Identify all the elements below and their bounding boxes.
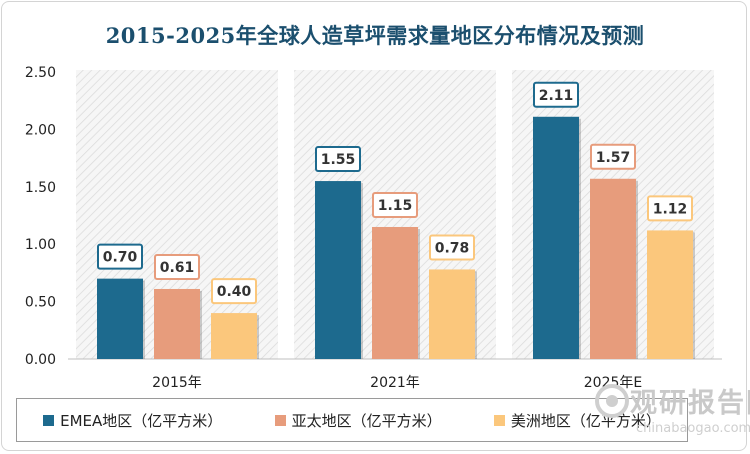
data-label-box	[429, 234, 475, 261]
data-label-box	[315, 146, 361, 173]
data-label-box	[154, 253, 200, 280]
bar	[211, 313, 257, 359]
legend-swatch-apac	[274, 414, 286, 426]
legend-label-apac: 亚太地区（亿平方米）	[291, 411, 442, 430]
legend-label-americas: 美洲地区（亿平方米）	[510, 411, 661, 430]
y-tick-label: 0.50	[25, 295, 56, 311]
legend: EMEA地区（亿平方米） 亚太地区（亿平方米） 美洲地区（亿平方米）	[16, 398, 688, 442]
x-tick-label: 2025年E	[584, 375, 642, 391]
chart-title: 2015-2025年全球人造草坪需求量地区分布情况及预测	[105, 23, 645, 48]
y-tick-label: 1.00	[25, 237, 56, 253]
bar	[372, 226, 418, 359]
legend-item-americas: 美洲地区（亿平方米）	[493, 410, 661, 431]
data-label: 1.12	[653, 201, 688, 217]
data-label-box	[211, 278, 257, 305]
data-label-box	[533, 81, 579, 108]
watermark: 观研报告网 chinabaogao.com	[592, 381, 750, 441]
bar	[97, 278, 143, 359]
data-label: 0.70	[103, 250, 138, 266]
legend-swatch-americas	[493, 414, 505, 426]
data-label-box	[647, 195, 693, 222]
legend-item-emea: EMEA地区（亿平方米）	[43, 410, 222, 431]
bar	[429, 269, 475, 359]
watermark-text: 观研报告网	[630, 388, 750, 419]
data-label: 0.61	[160, 260, 195, 276]
legend-item-apac: 亚太地区（亿平方米）	[274, 410, 442, 431]
data-label: 1.55	[321, 152, 356, 168]
y-tick-label: 1.50	[25, 180, 56, 196]
data-label-box	[372, 191, 418, 218]
bar	[533, 116, 579, 359]
data-label: 0.78	[435, 240, 470, 256]
data-label-box	[97, 243, 143, 270]
legend-label-emea: EMEA地区（亿平方米）	[60, 411, 223, 430]
x-tick-label: 2021年	[370, 375, 420, 391]
bar	[590, 178, 636, 359]
data-label: 2.11	[539, 88, 574, 104]
x-tick-label: 2015年	[152, 375, 202, 391]
legend-swatch-emea	[43, 414, 55, 426]
bar	[315, 181, 361, 359]
data-label: 1.15	[378, 198, 413, 214]
bar	[647, 230, 693, 359]
y-tick-label: 0.00	[25, 352, 56, 368]
y-tick-label: 2.50	[25, 65, 56, 81]
data-label: 1.57	[596, 150, 631, 166]
data-label: 0.40	[217, 284, 252, 300]
watermark-url: chinabaogao.com	[636, 421, 750, 436]
bar	[154, 288, 200, 359]
data-label-box	[590, 143, 636, 170]
watermark-logo-icon	[595, 384, 629, 418]
y-tick-label: 2.00	[25, 122, 56, 138]
